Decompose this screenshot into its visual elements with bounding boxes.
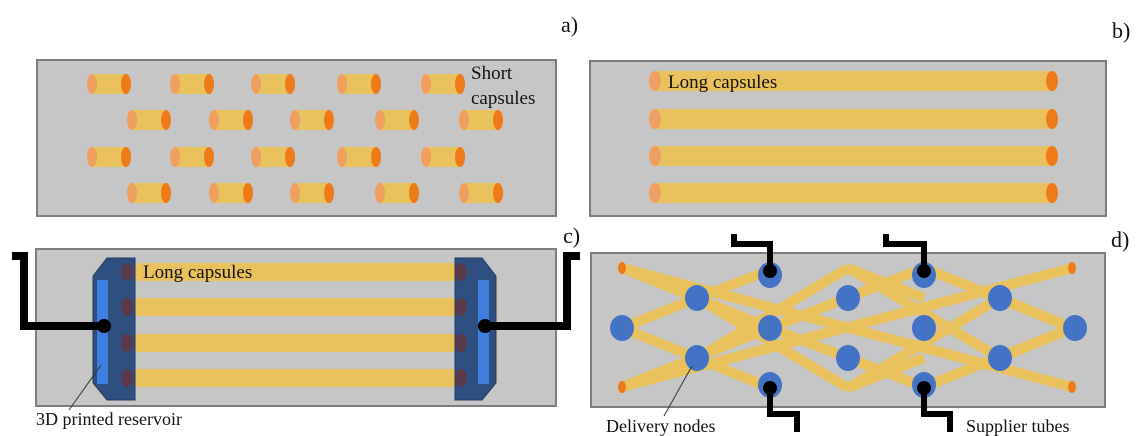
long-capsules-c-group xyxy=(128,263,461,387)
nodes-label: Delivery nodes xyxy=(606,416,715,436)
right-supplier-tube xyxy=(485,252,580,330)
lattice-capsule xyxy=(846,263,926,303)
lattice-capsule xyxy=(695,265,772,303)
panel-c-label: Long capsules xyxy=(143,262,252,283)
long-capsule xyxy=(649,146,1058,166)
reservoir-leader-line xyxy=(68,364,102,411)
panel-b-letter: b) xyxy=(1112,18,1130,43)
delivery-node xyxy=(988,345,1012,371)
bottom-tube-connector-2 xyxy=(917,381,931,395)
lattice-capsule xyxy=(846,353,926,393)
delivery-node xyxy=(610,315,634,341)
panel-c-letter: c) xyxy=(563,223,580,248)
reservoir-port xyxy=(121,369,133,387)
short-capsule xyxy=(87,147,131,167)
lattice-capsule xyxy=(998,323,1074,363)
long-capsule xyxy=(649,71,1058,91)
nodes-leader-line xyxy=(663,365,693,417)
short-capsule xyxy=(375,110,419,130)
right-reservoir-ports xyxy=(455,263,467,387)
capsule-end xyxy=(618,381,626,393)
lattice-capsule xyxy=(620,323,699,363)
reservoir-port xyxy=(121,263,133,281)
panel-a: Short capsules xyxy=(36,59,557,217)
short-capsule xyxy=(290,183,334,203)
short-capsule xyxy=(127,110,171,130)
delivery-node xyxy=(1063,315,1087,341)
lattice-capsule xyxy=(998,293,1074,333)
capsule-end xyxy=(1068,381,1076,393)
delivery-node xyxy=(685,285,709,311)
top-supplier-tube-2 xyxy=(883,234,927,270)
delivery-node xyxy=(836,345,860,371)
bottom-supplier-tube-2 xyxy=(921,388,953,432)
short-capsule xyxy=(209,183,253,203)
top-tube-connector-2 xyxy=(917,264,931,278)
reservoir-port xyxy=(121,334,133,352)
lattice-capsule xyxy=(620,293,699,333)
top-supplier-tube-1 xyxy=(731,234,773,270)
panel-d-letter: d) xyxy=(1111,227,1129,252)
left-supplier-tube xyxy=(12,252,104,330)
panel-d: Delivery nodes Supplier tubes xyxy=(590,234,1106,436)
lattice-capsule xyxy=(695,353,772,393)
capsule-end xyxy=(1068,262,1076,274)
short-capsule xyxy=(251,74,295,94)
panel-b-label: Long capsules xyxy=(668,72,777,93)
top-tube-connector-1 xyxy=(763,264,777,278)
reservoir-port xyxy=(455,298,467,316)
panel-a-label-line1: Short xyxy=(471,63,513,84)
capsule-end xyxy=(618,262,626,274)
long-capsule xyxy=(649,183,1058,203)
tubes-label: Supplier tubes xyxy=(966,416,1070,436)
reservoir-port xyxy=(121,298,133,316)
panel-a-letter: a) xyxy=(561,12,578,37)
lattice-capsule xyxy=(694,293,851,393)
left-tube-connector xyxy=(97,319,111,333)
reservoir-port xyxy=(455,263,467,281)
short-capsules-group xyxy=(87,74,503,203)
short-capsule xyxy=(459,183,503,203)
bottom-tube-connector-1 xyxy=(763,381,777,395)
short-capsule xyxy=(127,183,171,203)
left-reservoir-ports xyxy=(121,263,133,387)
delivery-node xyxy=(758,315,782,341)
delivery-node xyxy=(685,345,709,371)
panel-c: Long capsules 3D printed reservoir xyxy=(12,248,580,429)
short-capsule xyxy=(170,147,214,167)
long-capsule xyxy=(128,298,461,316)
long-capsule xyxy=(128,263,461,281)
long-capsule xyxy=(128,334,461,352)
short-capsule xyxy=(337,74,381,94)
lattice-capsule xyxy=(694,263,851,363)
short-capsule xyxy=(459,110,503,130)
long-capsule xyxy=(649,109,1058,129)
reservoir-port xyxy=(455,334,467,352)
delivery-nodes-group xyxy=(610,262,1087,398)
short-capsule xyxy=(251,147,295,167)
panel-a-label-line2: capsules xyxy=(471,88,535,109)
delivery-node xyxy=(988,285,1012,311)
right-tube-connector xyxy=(478,319,492,333)
long-capsule xyxy=(128,369,461,387)
long-capsules-b-group xyxy=(649,71,1058,203)
short-capsule xyxy=(87,74,131,94)
delivery-node xyxy=(836,285,860,311)
delivery-node xyxy=(912,315,936,341)
short-capsule xyxy=(337,147,381,167)
short-capsule xyxy=(209,110,253,130)
short-capsule xyxy=(290,110,334,130)
panel-b: Long capsules xyxy=(589,60,1107,217)
bottom-supplier-tube-1 xyxy=(767,388,800,432)
reservoir-label: 3D printed reservoir xyxy=(36,409,182,429)
reservoir-port xyxy=(455,369,467,387)
short-capsule xyxy=(170,74,214,94)
short-capsule xyxy=(421,147,465,167)
short-capsule xyxy=(375,183,419,203)
short-capsule xyxy=(421,74,465,94)
